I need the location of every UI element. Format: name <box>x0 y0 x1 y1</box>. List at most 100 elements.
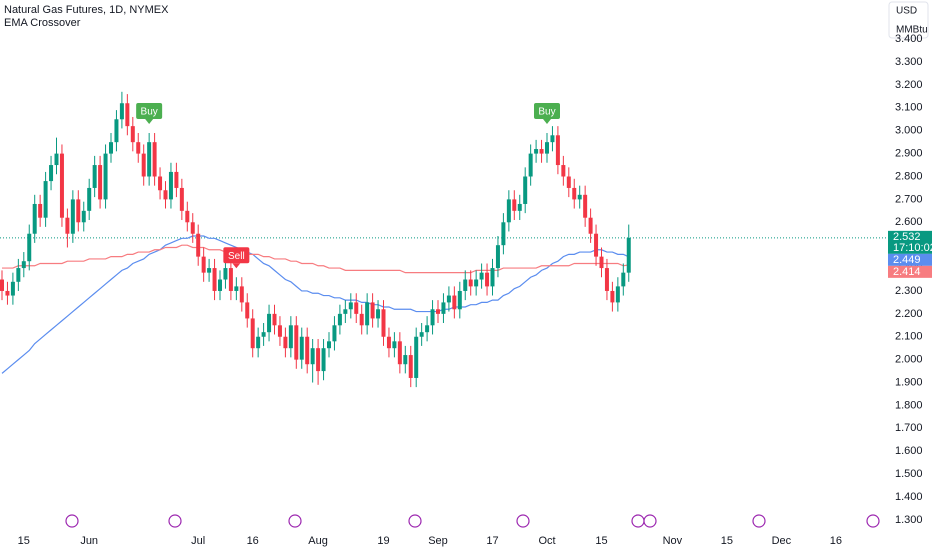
x-tick-label: 15 <box>595 535 607 547</box>
candle-body <box>555 135 560 166</box>
candle-body <box>626 237 631 273</box>
candle-body <box>425 325 430 333</box>
y-tick-label: 1.900 <box>895 376 923 388</box>
candle-body <box>468 279 473 287</box>
candle-body <box>70 199 75 234</box>
candle-body <box>10 281 15 296</box>
candle-body <box>354 302 359 314</box>
candle-body <box>125 103 130 127</box>
y-tick-label: 1.500 <box>895 468 923 480</box>
event-icon[interactable] <box>65 514 79 528</box>
candle-body <box>283 336 288 349</box>
candle-body <box>223 268 228 280</box>
event-icon[interactable] <box>516 514 530 528</box>
candle-body <box>234 286 239 291</box>
x-tick-label: Nov <box>663 535 683 547</box>
candle-body <box>321 348 326 372</box>
candle-body <box>594 233 599 257</box>
candle-body <box>92 165 97 188</box>
y-tick-label: 3.400 <box>895 33 923 45</box>
candle-body <box>534 149 539 154</box>
indicator-name: EMA Crossover <box>4 17 81 29</box>
y-tick-label: 1.800 <box>895 399 923 411</box>
candle-body <box>32 203 37 234</box>
candle-body <box>130 126 135 143</box>
event-icon[interactable] <box>752 514 766 528</box>
y-tick-label: 3.300 <box>895 56 923 68</box>
candle-body <box>386 336 391 349</box>
candle-body <box>463 279 468 291</box>
y-tick-label: 2.100 <box>895 331 923 343</box>
price-tag-bg <box>888 253 932 266</box>
y-tick-label: 2.600 <box>895 216 923 228</box>
event-icon[interactable] <box>866 514 880 528</box>
event-icon[interactable] <box>408 514 422 528</box>
candle-body <box>479 272 484 280</box>
y-tick-label: 3.200 <box>895 79 923 91</box>
candle-body <box>523 176 528 204</box>
ema-line <box>1 235 630 374</box>
candle-body <box>277 325 282 337</box>
candle-body <box>141 153 146 177</box>
candle-body <box>87 187 92 211</box>
candle-body <box>81 210 86 223</box>
event-icon[interactable] <box>168 514 182 528</box>
x-tick-label: 15 <box>18 535 30 547</box>
candle-body <box>65 217 70 234</box>
event-icon[interactable] <box>631 514 645 528</box>
y-tick-label: 2.200 <box>895 308 923 320</box>
candle-body <box>119 103 124 120</box>
candle-body <box>545 142 549 154</box>
candle-body <box>299 336 304 360</box>
candle-body <box>207 268 212 273</box>
x-tick-label: 16 <box>247 535 259 547</box>
candle-body <box>272 313 277 326</box>
candle-body <box>103 153 108 200</box>
x-tick-label: Oct <box>538 535 555 547</box>
candle-body <box>408 355 413 378</box>
candle-body <box>316 348 321 372</box>
candle-body <box>261 332 266 337</box>
candle-body <box>49 165 54 182</box>
plot-area: Buy Sell Buy <box>0 91 886 388</box>
event-icon[interactable] <box>288 514 302 528</box>
candle-body <box>136 142 141 154</box>
event-icon[interactable] <box>643 514 657 528</box>
candle-body <box>485 272 490 287</box>
y-tick-label: 1.700 <box>895 422 923 434</box>
candle-body <box>376 309 381 319</box>
candle-body <box>288 325 293 349</box>
unit-box[interactable] <box>888 1 929 39</box>
y-tick-label: 2.800 <box>895 170 923 182</box>
y-tick-label: 1.400 <box>895 491 923 503</box>
candle-body <box>419 332 424 337</box>
signal-label: Sell <box>228 251 245 262</box>
candle-body <box>0 279 4 291</box>
candle-body <box>185 210 190 223</box>
x-tick-label: 15 <box>721 535 733 547</box>
x-tick-label: Dec <box>772 535 792 547</box>
y-tick-label: 2.300 <box>895 285 923 297</box>
candle-body <box>561 165 566 177</box>
y-tick-label: 2.900 <box>895 148 923 160</box>
candle-body <box>228 268 233 291</box>
candle-body <box>381 309 386 337</box>
currency: USD <box>896 6 917 17</box>
candle-body <box>348 302 353 310</box>
candle-body <box>430 309 435 326</box>
y-tick-label: 3.100 <box>895 102 923 114</box>
candle-body <box>539 149 544 154</box>
signal-label-bg <box>136 103 163 120</box>
candle-body <box>168 171 173 200</box>
candle-body <box>566 176 571 188</box>
candle-body <box>76 199 81 223</box>
candle-body <box>43 181 48 218</box>
candle-body <box>457 290 462 310</box>
candle-body <box>343 309 348 314</box>
candle-body <box>599 256 604 269</box>
candle-body <box>196 233 201 257</box>
candle-body <box>212 268 217 291</box>
candle-body <box>474 279 479 287</box>
price-tag: 2.414 <box>893 266 921 278</box>
